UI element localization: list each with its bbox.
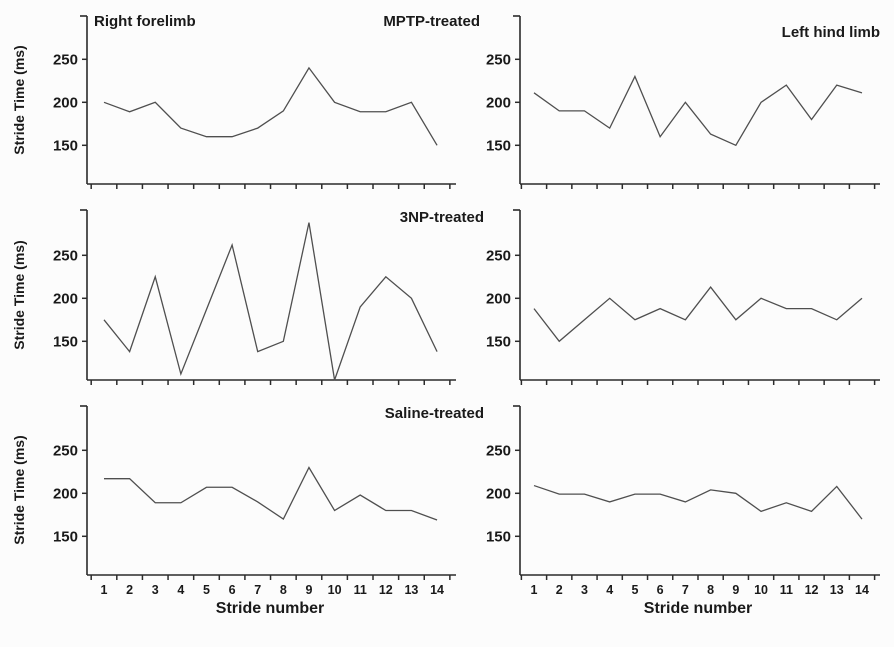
series-line [533, 286, 863, 343]
x-tick-label: 8 [280, 583, 287, 597]
x-tick-label: 2 [556, 583, 563, 597]
x-tick-label: 8 [707, 583, 714, 597]
x-tick-label: 9 [732, 583, 739, 597]
x-tick-label: 4 [177, 583, 184, 597]
row-label-mptp: MPTP-treated [383, 13, 480, 30]
x-tick-label: 11 [354, 583, 367, 597]
y-tick-label: 200 [486, 290, 511, 307]
y-tick-label: 250 [486, 51, 511, 68]
x-tick-label: 7 [254, 583, 261, 597]
panel-left-hind-limb-mptp: 150 200 250 [486, 15, 880, 189]
series-line [533, 484, 863, 520]
x-tick-label: 12 [379, 583, 393, 597]
x-axis-title-left: Stride number [215, 600, 325, 617]
y-tick-label: 150 [53, 333, 78, 350]
y-tick-label: 200 [53, 290, 78, 307]
y-tick-label: 250 [53, 51, 78, 68]
y-tick-label: 150 [53, 137, 78, 154]
y-tick-label: 250 [486, 247, 511, 264]
panel-left-hind-limb-3np: 150 200 250 [486, 209, 880, 385]
x-tick-label: 10 [754, 583, 768, 597]
x-tick-label: 6 [657, 583, 664, 597]
x-tick-label: 9 [305, 583, 312, 597]
y-tick-label: 200 [486, 485, 511, 502]
y-tick-label: 150 [53, 528, 78, 545]
x-tick-label: 4 [606, 583, 613, 597]
x-tick-label: 1 [101, 583, 108, 597]
column-title-right-forelimb: Right forelimb [94, 13, 196, 30]
x-tick-label: 3 [152, 583, 159, 597]
y-axis-title-row2: Stride Time (ms) [11, 240, 27, 350]
y-tick-label: 200 [53, 94, 78, 111]
x-tick-label: 6 [229, 583, 236, 597]
series-line [103, 222, 438, 381]
series-line [533, 74, 863, 147]
row-label-3np: 3NP-treated [399, 209, 484, 226]
y-axis-title-row3: Stride Time (ms) [11, 435, 27, 545]
series-line [104, 466, 438, 521]
y-tick-label: 200 [53, 485, 78, 502]
y-axis-title-row1: Stride Time (ms) [11, 45, 27, 155]
panel-right-forelimb-mptp: 150 200 250 [53, 15, 456, 189]
x-axis-title-right: Stride number [643, 600, 753, 617]
y-tick-label: 150 [486, 137, 511, 154]
x-tick-label: 14 [855, 583, 869, 597]
x-tick-label: 1 [531, 583, 538, 597]
x-tick-label: 3 [581, 583, 588, 597]
x-tick-label: 14 [430, 583, 444, 597]
x-tick-label: 7 [682, 583, 689, 597]
column-title-left-hind-limb: Left hind limb [781, 24, 880, 41]
row-label-saline: Saline-treated [384, 405, 484, 422]
y-tick-label: 250 [486, 442, 511, 459]
panel-right-forelimb-3np: 150 200 250 [53, 209, 456, 385]
x-tick-label: 11 [780, 583, 793, 597]
series-line [103, 66, 438, 146]
x-tick-label: 13 [830, 583, 844, 597]
x-tick-label: 5 [203, 583, 210, 597]
y-tick-label: 200 [486, 94, 511, 111]
y-tick-label: 250 [53, 442, 78, 459]
y-tick-label: 150 [486, 528, 511, 545]
y-tick-label: 150 [486, 333, 511, 350]
x-tick-label: 2 [126, 583, 133, 597]
x-tick-label: 5 [631, 583, 638, 597]
y-tick-label: 250 [53, 247, 78, 264]
x-tick-label: 12 [805, 583, 819, 597]
x-tick-label: 13 [404, 583, 418, 597]
x-tick-label: 10 [328, 583, 342, 597]
